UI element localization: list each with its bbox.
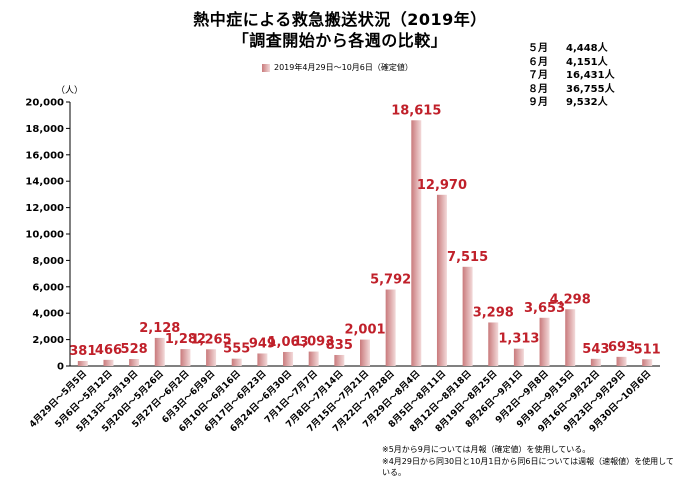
bar: [77, 360, 88, 366]
data-label: 835: [326, 338, 353, 353]
data-label: 1,265: [191, 332, 232, 347]
data-label: 381: [69, 344, 96, 359]
data-label: 1,063: [267, 335, 308, 350]
y-tick-label: 12,000: [25, 203, 64, 214]
data-label: 1,313: [498, 332, 539, 347]
y-tick-label: 18,000: [25, 124, 64, 135]
summary-month: ６月: [528, 56, 548, 68]
bar: [360, 339, 370, 366]
summary-value: 16,431人: [566, 70, 615, 81]
monthly-summary: ５月 4,448人 ６月 4,151人 ７月 16,431人 ８月 36,755人 ９月…: [528, 42, 656, 110]
footnote-weekly: ※4月29日から同30日と10月1日から同6日については週報（速報値）を使用して…: [382, 457, 674, 477]
y-axis-unit: （人）: [56, 85, 83, 96]
bar: [488, 322, 499, 366]
legend: 2019年4月29日～10月6日（確定値）: [262, 62, 413, 73]
data-label: 5,792: [370, 273, 411, 288]
data-label: 693: [608, 340, 635, 355]
data-label: 528: [121, 342, 148, 357]
summary-value: 4,151人: [566, 56, 608, 68]
summary-row: ８月 36,755人: [528, 83, 656, 97]
data-label: 2,001: [344, 323, 385, 338]
summary-value: 4,448人: [566, 43, 608, 54]
bar: [308, 351, 319, 366]
data-label: 7,515: [447, 250, 488, 265]
bar: [590, 358, 601, 366]
data-label: 18,615: [391, 103, 441, 118]
y-tick-label: 4,000: [32, 309, 64, 320]
bar: [539, 317, 550, 366]
legend-label: 2019年4月29日～10月6日（確定値）: [274, 63, 413, 72]
bar: [231, 358, 242, 366]
data-label: 3,298: [473, 305, 514, 320]
data-label: 1,093: [293, 335, 334, 350]
summary-row: ７月 16,431人: [528, 69, 656, 83]
data-label: 2,128: [139, 321, 180, 336]
bar: [616, 356, 627, 366]
bar: [565, 309, 576, 366]
bar: [334, 354, 345, 366]
summary-value: 36,755人: [566, 83, 615, 95]
bar: [129, 359, 140, 366]
data-label: 543: [582, 342, 609, 357]
bar: [180, 349, 191, 366]
summary-row: ６月 4,151人: [528, 56, 656, 70]
chart-title: 熱中症による救急搬送状況（2019年）: [193, 10, 487, 29]
y-tick-label: 20,000: [25, 98, 64, 109]
bar: [436, 194, 447, 366]
data-label: 12,970: [417, 178, 467, 193]
data-label: 1,282: [165, 332, 206, 347]
y-tick-label: 6,000: [32, 282, 64, 293]
y-tick-label: 8,000: [32, 256, 64, 267]
data-label: 949: [249, 336, 276, 351]
bar: [642, 359, 653, 366]
y-tick-label: 16,000: [25, 150, 64, 161]
y-tick-label: 0: [57, 362, 64, 373]
bar: [513, 348, 524, 366]
bar: [103, 359, 114, 366]
summary-row: ９月 9,532人: [528, 96, 656, 110]
data-label: 555: [223, 342, 250, 357]
footnote-monthly: ※5月から9月については月報（確定値）を使用している。: [382, 445, 591, 454]
summary-value: 9,532人: [566, 97, 608, 108]
data-label: 3,653: [524, 301, 565, 316]
summary-row: ５月 4,448人: [528, 42, 656, 56]
y-tick-label: 14,000: [25, 177, 64, 188]
data-label: 466: [95, 343, 122, 358]
data-label: 4,298: [550, 292, 591, 307]
summary-month: ９月: [528, 97, 548, 108]
summary-month: ５月: [528, 43, 548, 54]
summary-month: ８月: [528, 83, 548, 95]
y-tick-label: 10,000: [25, 230, 64, 241]
bar: [154, 337, 165, 366]
legend-swatch: [262, 63, 270, 72]
bar: [462, 266, 473, 366]
bar: [257, 353, 268, 366]
bar: [411, 120, 422, 366]
bar: [283, 351, 294, 366]
bar: [385, 289, 396, 366]
chart-subtitle: 「調査開始から各週の比較」: [232, 31, 448, 50]
bar: [206, 349, 217, 366]
summary-month: ７月: [528, 70, 548, 81]
y-tick-label: 2,000: [32, 335, 64, 346]
data-label: 511: [634, 342, 661, 357]
